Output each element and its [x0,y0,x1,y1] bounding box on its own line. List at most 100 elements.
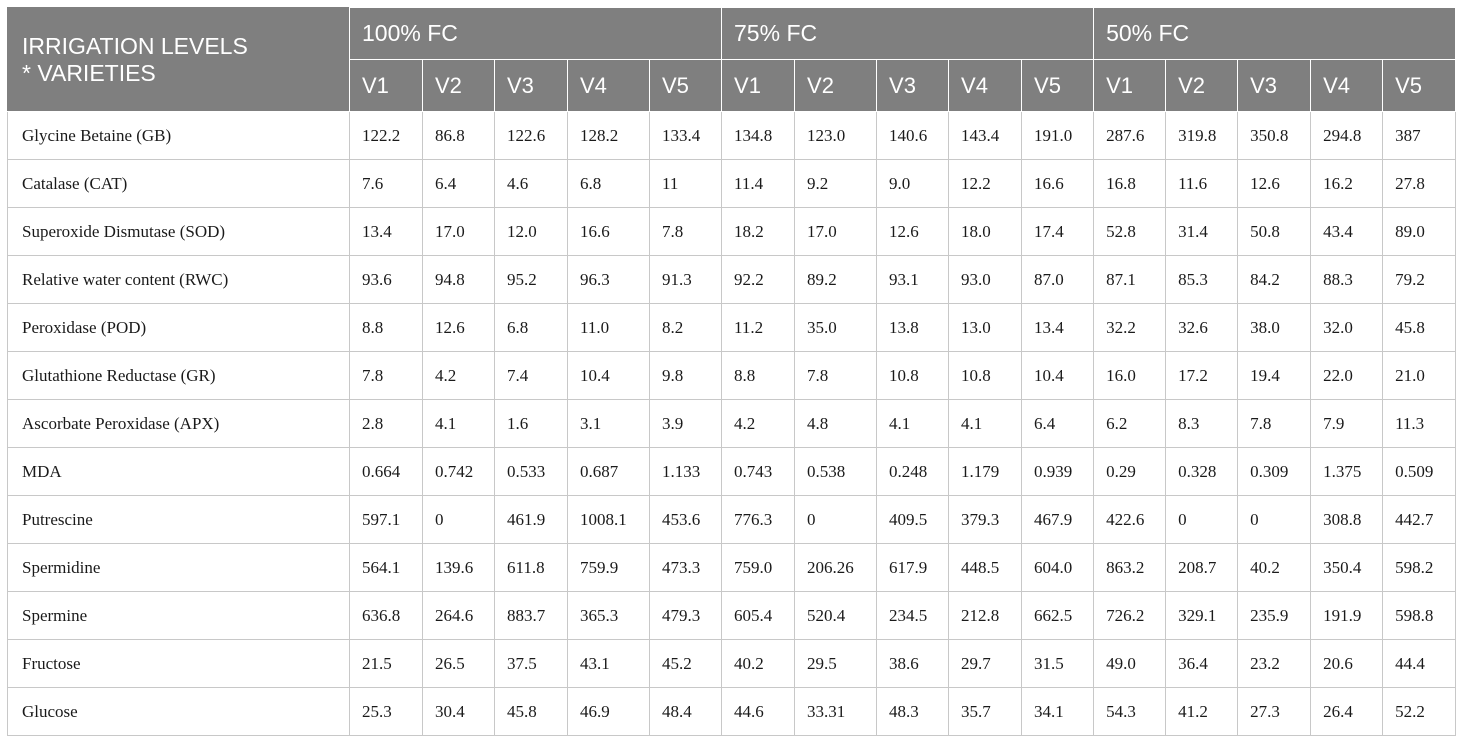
table-cell: 26.4 [1310,687,1384,736]
table-body: Glycine Betaine (GB) 122.2 86.8 122.6 128.2 1… [7,111,1457,736]
variety-header: V1 [349,59,423,112]
table-cell: 453.6 [648,495,723,544]
table-cell: 611.8 [494,543,568,592]
variety-header: V4 [948,59,1023,112]
table-row: Superoxide Dismutase (SOD) 13.4 17.0 12.0 16… [7,207,1457,256]
table-row: Spermidine 564.1 139.6 611.8 759.9 473.3 759.0… [7,543,1457,592]
table-cell: 7.9 [1310,399,1384,448]
table-cell: 0.742 [422,447,495,496]
row-label: Spermidine [7,543,350,592]
table-cell: 235.9 [1237,591,1312,640]
table-cell: 25.3 [349,687,423,736]
table-cell: 0 [422,495,495,544]
table-cell: 31.4 [1165,207,1239,256]
table-cell: 16.0 [1093,351,1167,400]
table-cell: 520.4 [794,591,878,640]
variety-header: V2 [422,59,495,112]
table-cell: 122.6 [494,111,568,160]
table-cell: 1.179 [948,447,1023,496]
table-cell: 1.6 [494,399,568,448]
table-row: Ascorbate Peroxidase (APX) 2.8 4.1 1.6 3.1 3.… [7,399,1457,448]
row-label: Peroxidase (POD) [7,303,350,352]
table-cell: 12.2 [948,159,1023,208]
table-row: Glycine Betaine (GB) 122.2 86.8 122.6 128.2 1… [7,111,1457,160]
table-cell: 45.8 [1382,303,1457,352]
table-row: Glutathione Reductase (GR) 7.8 4.2 7.4 10.4 9… [7,351,1457,400]
table-cell: 122.2 [349,111,423,160]
table-cell: 6.2 [1093,399,1167,448]
table-cell: 19.4 [1237,351,1312,400]
table-cell: 45.2 [648,639,723,688]
table-cell: 87.1 [1093,255,1167,304]
table-cell: 10.8 [948,351,1023,400]
table-header: IRRIGATION LEVELS * VARIETIES 100% FC 75… [7,7,1457,112]
table-cell: 35.0 [794,303,878,352]
group-header-100fc: 100% FC [348,7,723,60]
table-cell: 264.6 [422,591,495,640]
table-cell: 50.8 [1237,207,1312,256]
table-cell: 605.4 [721,591,796,640]
table-cell: 133.4 [648,111,723,160]
table-cell: 597.1 [349,495,423,544]
table-cell: 16.6 [1021,159,1095,208]
table-cell: 11.4 [721,159,796,208]
table-cell: 11.2 [721,303,796,352]
table-cell: 662.5 [1021,591,1095,640]
table-cell: 18.2 [721,207,796,256]
table-cell: 467.9 [1021,495,1095,544]
table-cell: 17.0 [794,207,878,256]
table-cell: 123.0 [794,111,878,160]
table-cell: 33.31 [794,687,878,736]
variety-header: V2 [794,59,878,112]
table-cell: 91.3 [648,255,723,304]
table-row: Fructose 21.5 26.5 37.5 43.1 45.2 40.2 29.5 38.6… [7,639,1457,688]
table-row: Relative water content (RWC) 93.6 94.8 95.2… [7,255,1457,304]
table-cell: 7.4 [494,351,568,400]
table-cell: 87.0 [1021,255,1095,304]
table-cell: 11.6 [1165,159,1239,208]
table-cell: 9.0 [876,159,950,208]
table-cell: 0.939 [1021,447,1095,496]
table-cell: 294.8 [1310,111,1384,160]
table-cell: 26.5 [422,639,495,688]
table-cell: 759.9 [567,543,650,592]
table-cell: 41.2 [1165,687,1239,736]
row-label: MDA [7,447,350,496]
table-cell: 52.2 [1382,687,1457,736]
row-label: Fructose [7,639,350,688]
table-cell: 128.2 [567,111,650,160]
table-cell: 143.4 [948,111,1023,160]
table-cell: 422.6 [1093,495,1167,544]
table-cell: 48.4 [648,687,723,736]
table-cell: 52.8 [1093,207,1167,256]
table-cell: 387 [1382,111,1457,160]
table-cell: 10.4 [1021,351,1095,400]
table-cell: 134.8 [721,111,796,160]
table-cell: 10.4 [567,351,650,400]
corner-header: IRRIGATION LEVELS * VARIETIES [7,7,350,112]
table-cell: 44.6 [721,687,796,736]
table-cell: 3.9 [648,399,723,448]
variety-header: V5 [1021,59,1095,112]
corner-header-line1: IRRIGATION LEVELS [22,33,248,59]
row-label: Ascorbate Peroxidase (APX) [7,399,350,448]
table-cell: 49.0 [1093,639,1167,688]
table-cell: 0.743 [721,447,796,496]
table-cell: 38.6 [876,639,950,688]
table-cell: 6.4 [422,159,495,208]
table-cell: 43.4 [1310,207,1384,256]
table-cell: 0.328 [1165,447,1239,496]
table-cell: 44.4 [1382,639,1457,688]
table-cell: 6.8 [494,303,568,352]
table-cell: 6.4 [1021,399,1095,448]
table-cell: 379.3 [948,495,1023,544]
table-cell: 40.2 [1237,543,1312,592]
table-cell: 7.8 [794,351,878,400]
table-cell: 564.1 [349,543,423,592]
table-cell: 479.3 [648,591,723,640]
table-cell: 139.6 [422,543,495,592]
table-cell: 11 [648,159,723,208]
table-cell: 36.4 [1165,639,1239,688]
table-cell: 54.3 [1093,687,1167,736]
table-cell: 3.1 [567,399,650,448]
